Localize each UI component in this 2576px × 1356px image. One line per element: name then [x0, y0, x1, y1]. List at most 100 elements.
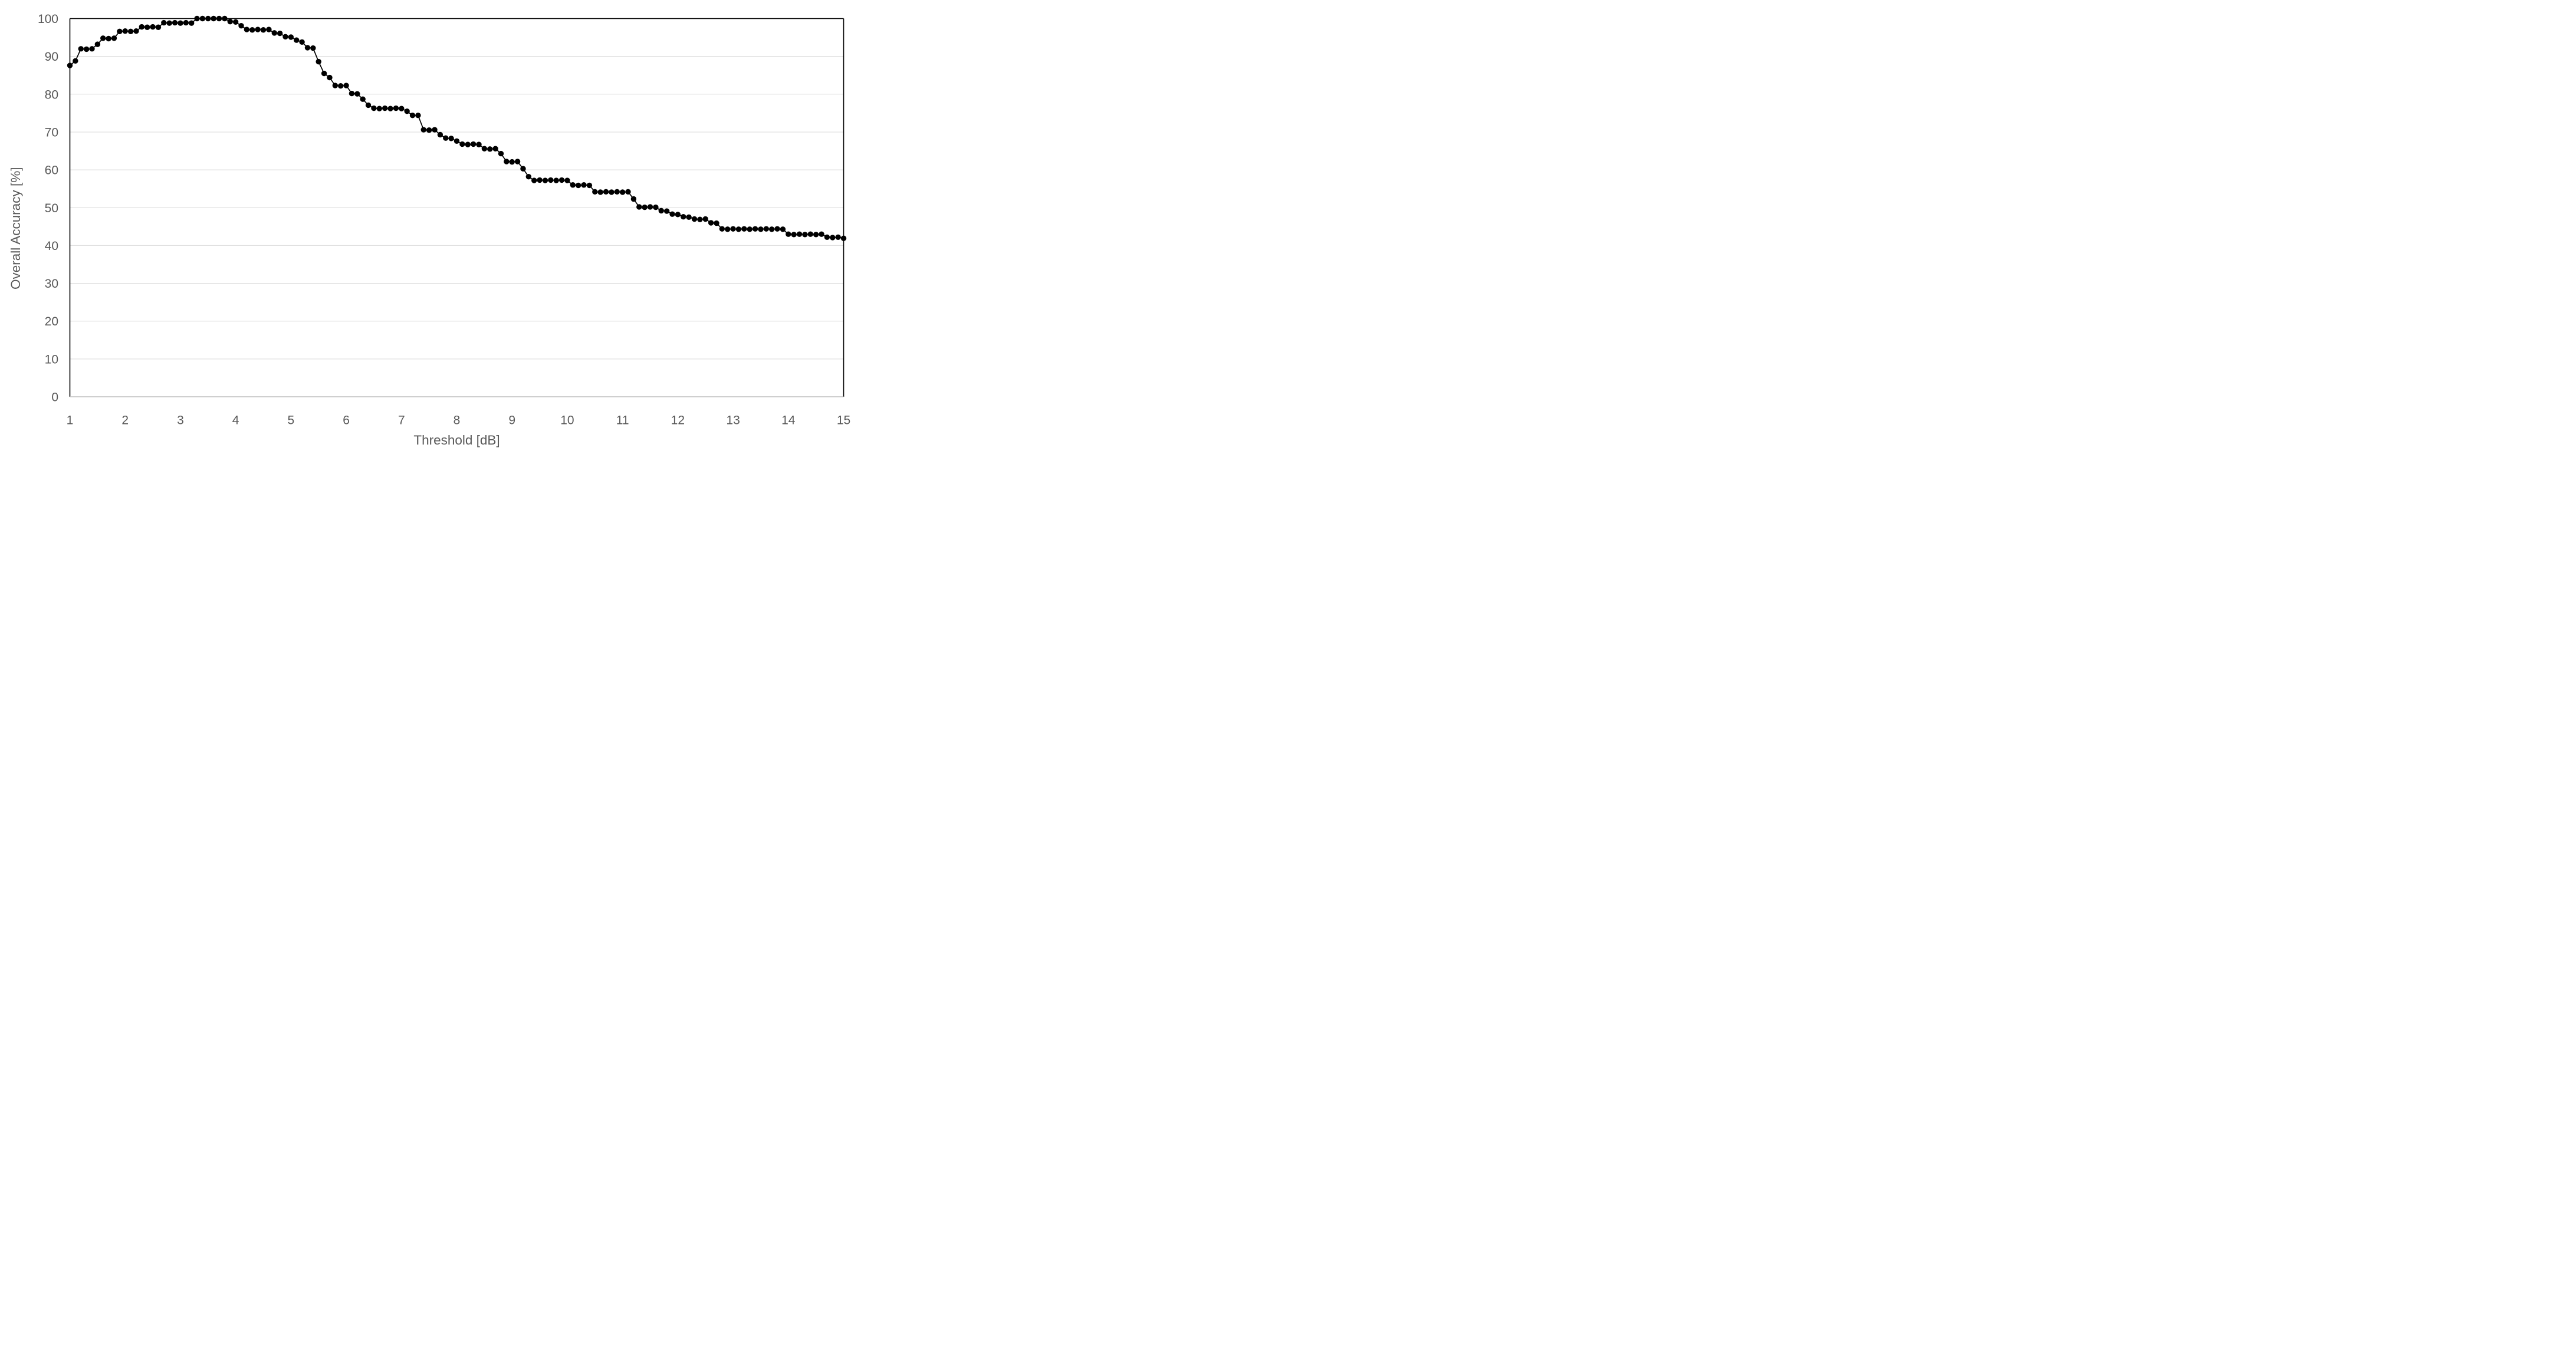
data-point: [199, 15, 206, 22]
data-point: [332, 83, 339, 88]
data-point: [542, 177, 548, 183]
data-series-line: [69, 18, 844, 239]
data-point: [94, 41, 101, 47]
data-point: [558, 177, 565, 183]
y-tick-label: 60: [45, 164, 58, 177]
data-point: [399, 106, 405, 111]
data-point: [78, 46, 84, 52]
data-point: [575, 182, 581, 189]
data-point: [625, 189, 631, 195]
y-tick-label: 20: [45, 315, 58, 328]
data-point: [122, 28, 128, 34]
y-tick-label: 0: [51, 391, 58, 404]
data-point: [636, 204, 642, 210]
data-point: [487, 146, 493, 152]
y-tick-label: 70: [45, 126, 58, 139]
y-axis-tick-labels: 0 10 20 30 40 50 60 70 80 90 100: [38, 12, 58, 404]
data-point: [144, 24, 150, 30]
data-point: [299, 39, 305, 45]
data-point: [752, 226, 758, 232]
data-point: [371, 105, 377, 111]
data-point: [139, 24, 145, 30]
data-point: [465, 141, 471, 147]
data-point: [73, 58, 78, 64]
data-point: [741, 226, 747, 232]
x-tick-label: 5: [288, 414, 295, 427]
data-point: [266, 27, 272, 32]
data-point: [349, 90, 355, 97]
y-tick-label: 100: [38, 12, 58, 26]
data-point: [730, 226, 736, 232]
data-point: [415, 113, 421, 119]
x-tick-label: 10: [560, 414, 574, 427]
data-point: [586, 182, 593, 189]
data-point: [835, 234, 841, 240]
data-point: [211, 15, 216, 22]
data-point: [476, 141, 482, 147]
data-point: [288, 34, 294, 40]
data-point: [432, 127, 438, 133]
data-point: [786, 231, 791, 237]
data-point: [537, 177, 543, 183]
data-point: [393, 105, 399, 111]
y-axis-title: Overall Accuracy [%]: [8, 167, 23, 289]
data-point: [796, 231, 803, 237]
data-point: [271, 30, 277, 36]
data-point: [244, 27, 250, 32]
data-point: [310, 45, 316, 51]
data-point: [642, 204, 648, 210]
data-point: [260, 27, 267, 33]
data-point: [597, 189, 603, 195]
data-point: [603, 189, 609, 195]
data-point: [277, 30, 283, 37]
x-tick-label: 13: [726, 414, 740, 427]
y-tick-label: 90: [45, 50, 58, 64]
data-point: [155, 24, 162, 30]
data-point: [630, 196, 637, 202]
data-point: [504, 159, 510, 164]
data-point: [470, 141, 477, 147]
x-axis-title: Threshold [dB]: [413, 433, 500, 447]
data-point: [249, 27, 255, 33]
data-point: [813, 232, 819, 238]
data-point: [161, 19, 167, 26]
data-point: [404, 108, 410, 114]
data-point: [354, 91, 360, 97]
data-point: [376, 106, 382, 111]
data-point: [564, 177, 570, 183]
data-point: [675, 212, 681, 218]
data-series: [67, 15, 847, 241]
data-point: [763, 226, 770, 232]
data-point: [609, 189, 615, 195]
data-point: [172, 19, 178, 26]
x-tick-label: 9: [508, 414, 515, 427]
data-point: [294, 37, 300, 43]
data-point: [492, 146, 498, 152]
data-point: [802, 232, 808, 238]
data-point: [780, 226, 786, 232]
data-point: [238, 22, 244, 29]
x-tick-label: 12: [671, 414, 685, 427]
data-point: [420, 127, 426, 133]
data-point: [658, 208, 664, 214]
data-point: [150, 24, 156, 30]
data-point: [106, 35, 111, 42]
data-point: [520, 166, 526, 172]
data-point: [448, 136, 454, 141]
data-point: [117, 28, 123, 35]
data-point: [725, 226, 731, 232]
x-tick-label: 14: [781, 414, 796, 427]
data-point: [454, 138, 460, 144]
data-point: [409, 113, 416, 119]
data-point: [581, 182, 587, 188]
y-tick-label: 80: [45, 88, 58, 101]
data-point: [316, 58, 321, 65]
data-point: [702, 216, 708, 222]
data-point: [443, 135, 449, 141]
data-point: [67, 62, 73, 68]
data-point: [735, 226, 742, 232]
data-point: [194, 15, 200, 22]
data-point: [525, 173, 532, 180]
data-point: [321, 70, 327, 77]
